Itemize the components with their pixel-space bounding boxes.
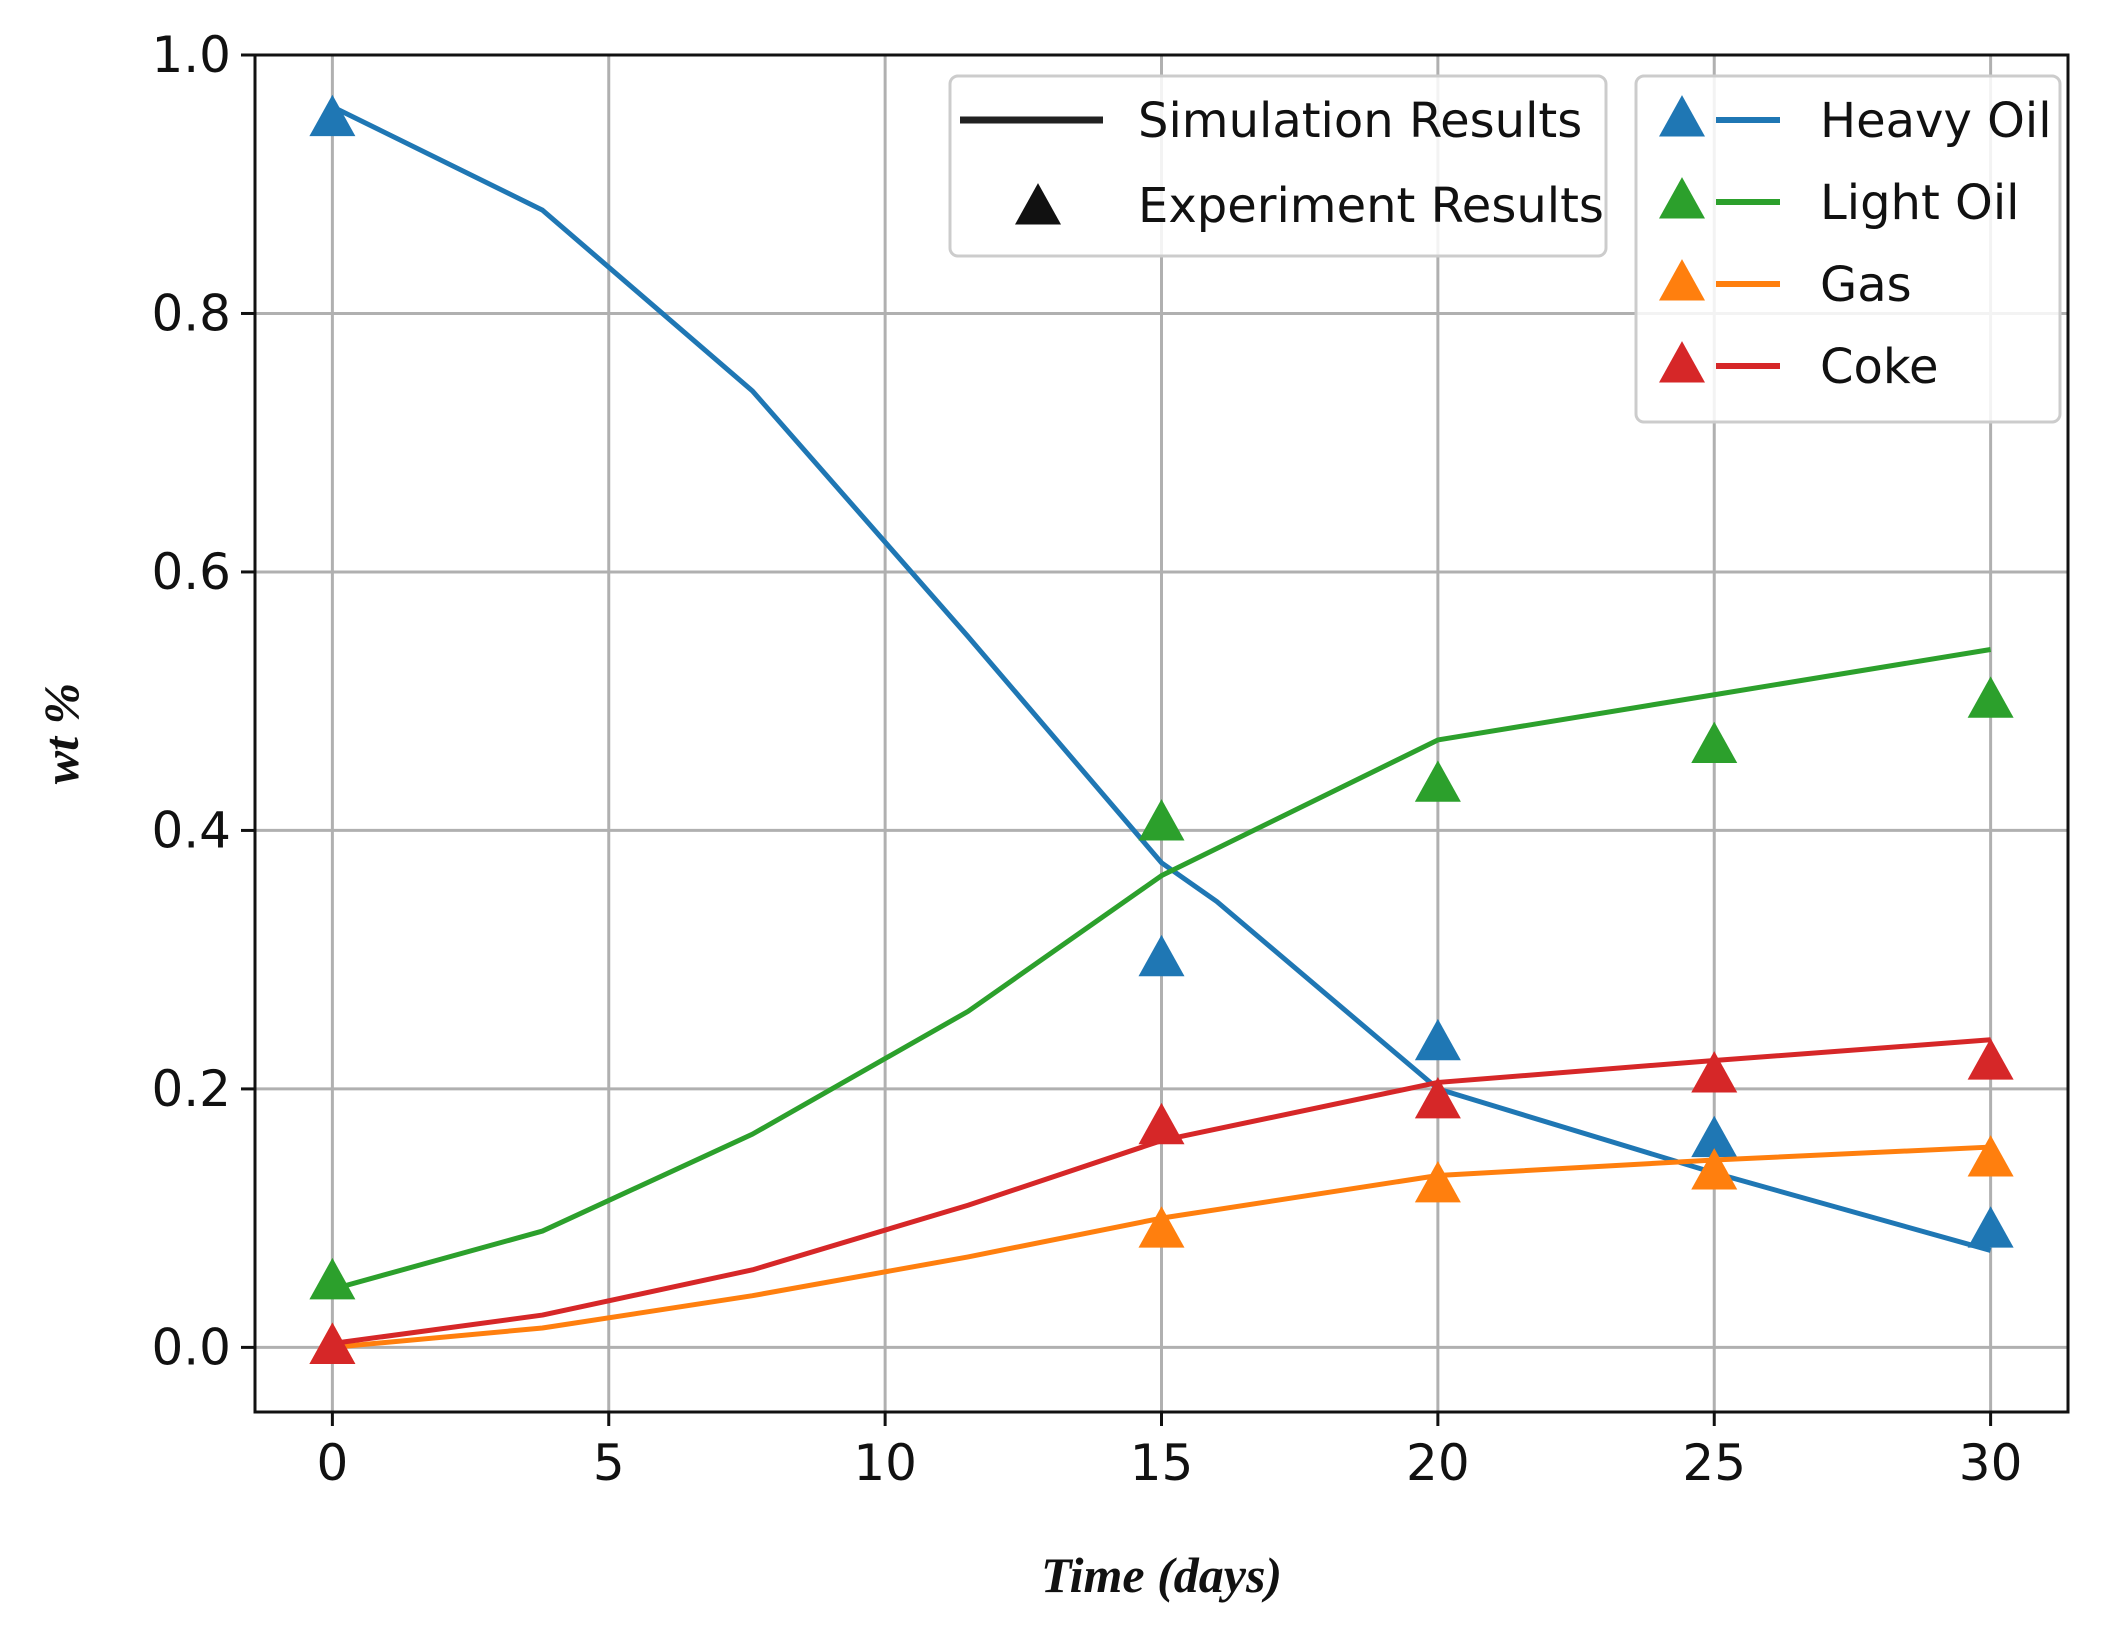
legend-triangle-swatch (1659, 177, 1705, 219)
legend-species: Heavy Oil Light Oil Gas Coke (1634, 74, 2062, 424)
experiment-point (1414, 760, 1461, 802)
legend-triangle-swatch (1659, 341, 1705, 383)
experiment-point (1414, 1076, 1461, 1119)
y-tick-label: 0.4 (151, 801, 231, 859)
x-tick-label: 15 (1130, 1434, 1194, 1492)
y-tick-label: 0.0 (151, 1318, 231, 1376)
experiment-point (1138, 934, 1185, 977)
experiment-point (1691, 1148, 1738, 1190)
axis-ticks: 0 5 10 15 20 25 30 0.0 0.2 0.4 0.6 0.8 1.0 (151, 26, 2022, 1492)
x-tick-label: 25 (1682, 1434, 1746, 1492)
experiment-point (1138, 1206, 1185, 1248)
legend-label-gas: Gas (1820, 257, 1912, 313)
experiment-point (1967, 1206, 2014, 1248)
y-axis-label: wt % (33, 683, 89, 784)
experiment-point (1967, 1135, 2014, 1177)
legend-triangle-swatch (1659, 259, 1705, 301)
legend-simulation-label: Simulation Results (1138, 93, 1582, 149)
experiment-point (1414, 1018, 1461, 1061)
x-tick-label: 30 (1959, 1434, 2023, 1492)
y-tick-label: 0.6 (151, 543, 231, 601)
x-tick-label: 5 (593, 1434, 625, 1492)
x-tick-label: 10 (853, 1434, 917, 1492)
series-layer (309, 94, 2014, 1364)
experiment-point (1691, 721, 1738, 763)
experiment-point (309, 94, 356, 137)
simulation-line (332, 1144, 1991, 1350)
experiment-point (1414, 1160, 1461, 1203)
simulation-line (332, 1037, 1991, 1346)
simulation-line (331, 647, 1992, 1292)
legend-triangle-swatch (1659, 95, 1705, 137)
experiment-point (1967, 676, 2014, 718)
legend-label-light-oil: Light Oil (1820, 175, 2020, 231)
x-axis-label: Time (days) (1041, 1547, 1282, 1603)
legend-label-coke: Coke (1820, 339, 1939, 395)
y-tick-label: 0.8 (151, 284, 231, 342)
x-tick-label: 20 (1406, 1434, 1470, 1492)
series-coke (309, 1037, 2014, 1364)
x-tick-label: 0 (316, 1434, 348, 1492)
experiment-point (1967, 1038, 2014, 1080)
y-tick-label: 1.0 (151, 26, 231, 84)
experiment-point (1138, 1102, 1185, 1145)
experiment-point (309, 1322, 356, 1364)
experiment-triangle-swatch (1015, 183, 1061, 225)
legend-style-box (948, 74, 1608, 258)
series-heavy-oil (309, 94, 2014, 1253)
simulation-line (331, 104, 1992, 1253)
legend-species-box (1634, 74, 2062, 424)
y-tick-label: 0.2 (151, 1060, 231, 1118)
legend-experiment-label: Experiment Results (1138, 178, 1604, 234)
experiment-point (1691, 1051, 1738, 1093)
legend-label-heavy-oil: Heavy Oil (1820, 93, 2052, 149)
series-light-oil (309, 647, 2014, 1300)
experiment-point (1691, 1115, 1738, 1158)
experiment-point (309, 1257, 356, 1300)
experiment-point (1138, 799, 1185, 841)
legend-style: Simulation Results Experiment Results (948, 74, 1608, 258)
